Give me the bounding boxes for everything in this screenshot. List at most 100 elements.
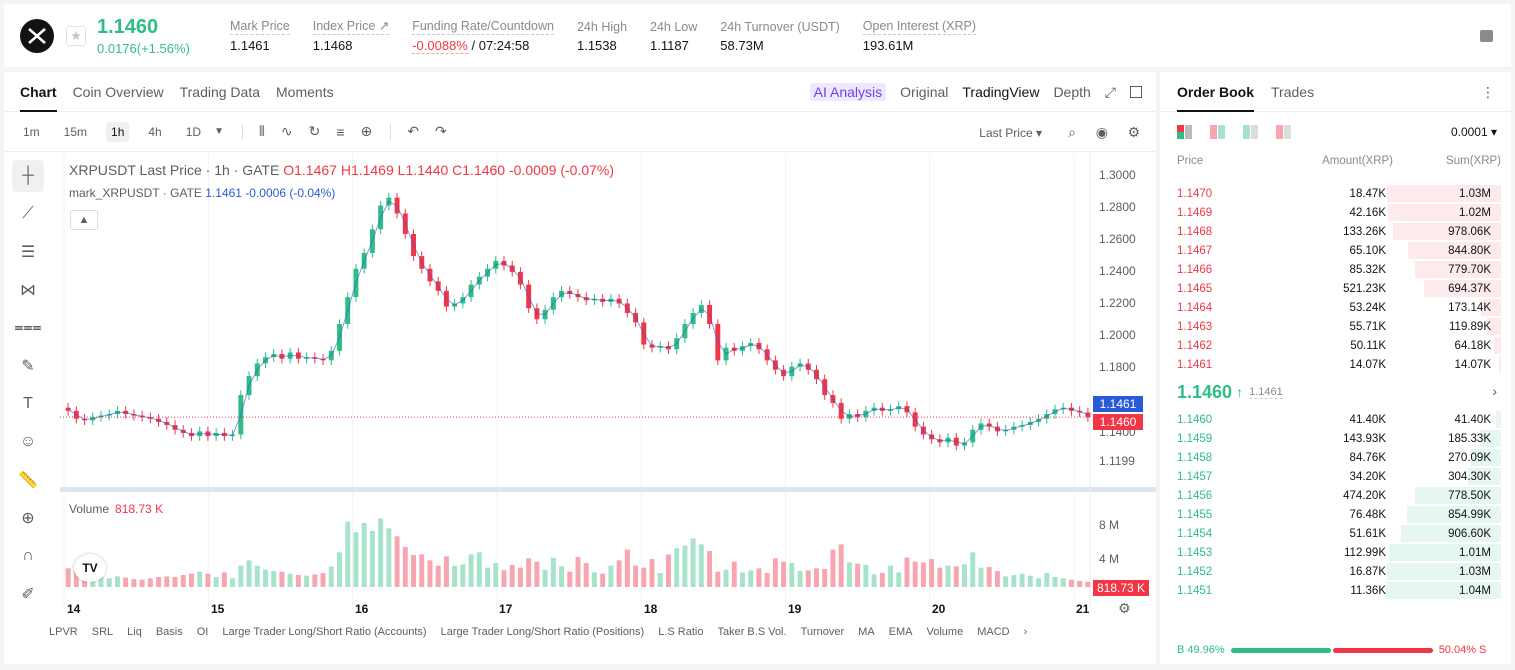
tab-coin-overview[interactable]: Coin Overview bbox=[72, 83, 164, 100]
chevron-right-icon[interactable]: › bbox=[1023, 626, 1028, 638]
indicator-basis[interactable]: Basis bbox=[155, 626, 183, 638]
bid-row[interactable]: 1.1455 76.48K 854.99K bbox=[1160, 505, 1511, 524]
sell-ratio-bar bbox=[1332, 647, 1433, 653]
text-icon[interactable]: T bbox=[23, 395, 33, 412]
indicator-turnover[interactable]: Turnover bbox=[800, 626, 845, 638]
fullscreen-icon[interactable] bbox=[1130, 86, 1142, 98]
volume-bar bbox=[616, 560, 622, 587]
bid-row[interactable]: 1.1460 41.40K 41.40K bbox=[1160, 410, 1511, 429]
volume-bar bbox=[485, 567, 491, 587]
bid-row[interactable]: 1.1458 84.76K 270.09K bbox=[1160, 448, 1511, 467]
zoom-in-icon[interactable]: ⊕ bbox=[21, 510, 35, 527]
bid-row[interactable]: 1.1452 16.87K 1.03M bbox=[1160, 562, 1511, 581]
indicator-volume[interactable]: Volume bbox=[926, 626, 964, 638]
undo-icon[interactable]: ↶ bbox=[407, 123, 419, 139]
ask-row[interactable]: 1.1465 521.23K 694.37K bbox=[1160, 279, 1511, 298]
row-price: 1.1468 bbox=[1177, 225, 1213, 238]
tab-ai-analysis[interactable]: AI Analysis bbox=[809, 83, 887, 101]
templates-icon[interactable]: ≡ bbox=[336, 123, 345, 140]
indicator-large-trader-long-short-ratio-positions-[interactable]: Large Trader Long/Short Ratio (Positions… bbox=[440, 626, 645, 638]
bid-row[interactable]: 1.1459 143.93K 185.33K bbox=[1160, 429, 1511, 448]
crosshair-icon[interactable]: ┼ bbox=[12, 160, 44, 192]
timeframe-15m[interactable]: 15m bbox=[63, 124, 88, 139]
pattern-icon[interactable]: ⋈ bbox=[20, 282, 36, 299]
ask-row[interactable]: 1.1469 42.16K 1.02M bbox=[1160, 203, 1511, 222]
camera-icon[interactable]: ◉ bbox=[1095, 124, 1108, 140]
timeframe-1d[interactable]: 1D bbox=[185, 124, 202, 139]
collapse-legend-icon[interactable]: ▲ bbox=[70, 210, 98, 230]
fib-icon[interactable]: ⩶ bbox=[14, 319, 42, 336]
ask-row[interactable]: 1.1463 55.71K 119.89K bbox=[1160, 317, 1511, 336]
ask-row[interactable]: 1.1464 53.24K 173.14K bbox=[1160, 298, 1511, 317]
indicator-liq[interactable]: Liq bbox=[127, 626, 142, 638]
bid-row[interactable]: 1.1457 34.20K 304.30K bbox=[1160, 467, 1511, 486]
depth-bar bbox=[1414, 487, 1501, 504]
tab-trades[interactable]: Trades bbox=[1271, 83, 1315, 100]
chart-settings-icon[interactable]: ⚙ bbox=[1118, 600, 1131, 616]
brush-icon[interactable]: ✎ bbox=[21, 358, 35, 375]
tab-tradingview[interactable]: TradingView bbox=[962, 84, 1040, 100]
pencil-icon[interactable]: ✐ bbox=[21, 586, 35, 603]
tab-chart[interactable]: Chart bbox=[20, 72, 57, 112]
indicators-icon[interactable]: ∿ bbox=[280, 123, 293, 139]
refresh-icon[interactable]: ↻ bbox=[308, 123, 321, 139]
mid-price-row[interactable]: 1.1460 ↑ 1.1461 › bbox=[1160, 374, 1511, 410]
price-type-select[interactable]: Last Price ▾ bbox=[979, 126, 1042, 140]
bid-row[interactable]: 1.1454 51.61K 906.60K bbox=[1160, 524, 1511, 543]
expand-icon[interactable]: ⤢ bbox=[1104, 83, 1116, 100]
indicator-oi[interactable]: OI bbox=[196, 626, 209, 638]
ask-row[interactable]: 1.1466 85.32K 779.70K bbox=[1160, 260, 1511, 279]
tradingview-logo-icon[interactable]: TV bbox=[74, 554, 106, 582]
tab-moments[interactable]: Moments bbox=[276, 83, 334, 100]
row-price: 1.1469 bbox=[1177, 206, 1213, 219]
bid-row[interactable]: 1.1451 11.36K 1.04M bbox=[1160, 581, 1511, 600]
layout-asks-icon[interactable] bbox=[1276, 125, 1292, 139]
chevron-right-icon[interactable]: › bbox=[1492, 383, 1497, 399]
candle-type-icon[interactable]: ⫴ bbox=[258, 123, 265, 139]
price-chart[interactable] bbox=[60, 154, 1156, 609]
emoji-icon[interactable]: ☺ bbox=[19, 433, 37, 450]
stat-index-price[interactable]: Index Price ↗ 1.1468 bbox=[312, 18, 390, 53]
more-options-icon[interactable]: ⋮ bbox=[1481, 84, 1495, 100]
indicator-srl[interactable]: SRL bbox=[91, 626, 114, 638]
indicator-taker-b-s-vol-[interactable]: Taker B.S Vol. bbox=[717, 626, 787, 638]
tab-original[interactable]: Original bbox=[900, 84, 949, 100]
ask-row[interactable]: 1.1461 14.07K 14.07K bbox=[1160, 355, 1511, 374]
indicator-ma[interactable]: MA bbox=[858, 626, 875, 638]
search-icon[interactable]: ⌕ bbox=[1068, 124, 1076, 140]
indicator-macd[interactable]: MACD bbox=[977, 626, 1010, 638]
timeframe-dropdown-icon[interactable]: ▼ bbox=[214, 126, 224, 137]
ask-row[interactable]: 1.1468 133.26K 978.06K bbox=[1160, 222, 1511, 241]
layout-bids-icon[interactable] bbox=[1243, 125, 1259, 139]
layout-both-icon[interactable] bbox=[1177, 125, 1193, 139]
magnet-icon[interactable]: ∩ bbox=[22, 547, 34, 564]
bid-row[interactable]: 1.1456 474.20K 778.50K bbox=[1160, 486, 1511, 505]
layout-split-icon[interactable] bbox=[1210, 125, 1226, 139]
volume-bar bbox=[962, 564, 967, 587]
redo-icon[interactable]: ↷ bbox=[434, 123, 447, 139]
ask-row[interactable]: 1.1470 18.47K 1.03M bbox=[1160, 184, 1511, 203]
precision-select[interactable]: 0.0001 ▾ bbox=[1450, 125, 1497, 139]
ruler-icon[interactable]: 📏 bbox=[18, 472, 38, 489]
timeframe-1h[interactable]: 1h bbox=[106, 121, 130, 142]
tab-trading-data[interactable]: Trading Data bbox=[179, 83, 261, 100]
tab-order-book[interactable]: Order Book bbox=[1177, 72, 1255, 112]
indicator-ema[interactable]: EMA bbox=[888, 626, 913, 638]
horizontal-lines-icon[interactable]: ☰ bbox=[20, 244, 36, 261]
indicator-lpvr[interactable]: LPVR bbox=[49, 626, 78, 638]
indicator-large-trader-long-short-ratio-accounts-[interactable]: Large Trader Long/Short Ratio (Accounts) bbox=[222, 626, 427, 638]
settings-gear-icon[interactable]: ⚙ bbox=[1127, 124, 1140, 140]
timeframe-4h[interactable]: 4h bbox=[148, 124, 162, 139]
add-alert-icon[interactable]: ⊕ bbox=[360, 123, 373, 139]
row-amount: 11.36K bbox=[1350, 584, 1386, 597]
indicator-l-s-ratio[interactable]: L.S Ratio bbox=[658, 626, 704, 638]
ask-row[interactable]: 1.1462 50.11K 64.18K bbox=[1160, 336, 1511, 355]
book-icon[interactable] bbox=[1480, 30, 1493, 42]
volume-bar bbox=[353, 532, 359, 587]
bid-row[interactable]: 1.1453 112.99K 1.01M bbox=[1160, 543, 1511, 562]
favorite-star-icon[interactable]: ★ bbox=[66, 25, 86, 46]
ask-row[interactable]: 1.1467 65.10K 844.80K bbox=[1160, 241, 1511, 260]
tab-depth[interactable]: Depth bbox=[1053, 84, 1091, 100]
trend-line-icon[interactable]: ⟋ bbox=[22, 205, 34, 222]
timeframe-1m[interactable]: 1m bbox=[23, 124, 40, 139]
